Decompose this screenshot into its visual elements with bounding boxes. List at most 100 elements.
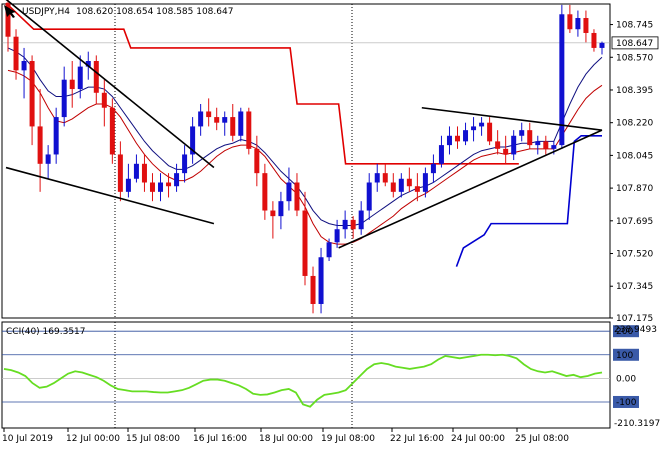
time-axis: 10 Jul 2019 12 Jul 00:00 15 Jul 08:00 16 Ju… bbox=[2, 428, 569, 444]
price-tick-label: 107.870 bbox=[616, 184, 653, 194]
cci-frame bbox=[1, 321, 611, 429]
time-tick-label: 12 Jul 00:00 bbox=[66, 434, 120, 444]
candle-bear bbox=[166, 182, 172, 187]
scroll-arrow-icon[interactable] bbox=[4, 5, 16, 18]
candle-bear bbox=[302, 210, 308, 276]
cci-panel[interactable]: 200 100 0.00 -100 238.9493 -210.3197 bbox=[1, 321, 660, 429]
candle-bear bbox=[246, 111, 252, 149]
candle-bear bbox=[270, 210, 276, 217]
candle-bull bbox=[238, 111, 244, 136]
price-frame bbox=[1, 3, 611, 319]
candle-bear bbox=[527, 130, 533, 146]
time-tick-label: 18 Jul 00:00 bbox=[259, 434, 313, 444]
candle-bull bbox=[358, 210, 364, 230]
candle-bear bbox=[583, 18, 589, 33]
candle-bear bbox=[495, 141, 501, 149]
candle-bull bbox=[326, 242, 332, 258]
symbol-label: USDJPY,H4 bbox=[22, 7, 70, 17]
price-tick-label: 108.395 bbox=[616, 86, 653, 96]
ohlc-label: 108.620 108.654 108.585 108.647 bbox=[76, 7, 233, 17]
cci-level-label: 100 bbox=[616, 351, 633, 361]
candle-bear bbox=[310, 275, 316, 304]
time-tick-label: 22 Jul 16:00 bbox=[390, 434, 444, 444]
price-tick-label: 108.045 bbox=[616, 151, 653, 161]
trendline bbox=[5, 166, 215, 225]
candle-bear bbox=[141, 163, 147, 183]
price-tick-label: 108.220 bbox=[616, 119, 653, 129]
time-tick-label: 19 Jul 08:00 bbox=[321, 434, 375, 444]
candle-bear bbox=[29, 61, 35, 127]
trendline bbox=[5, 0, 215, 169]
price-tick-label: 107.175 bbox=[616, 314, 653, 324]
cci-line bbox=[3, 353, 603, 408]
current-price-label: 108.647 bbox=[616, 39, 653, 49]
candle-bull bbox=[479, 122, 485, 127]
price-panel[interactable] bbox=[1, 0, 611, 319]
candle-bull bbox=[182, 154, 188, 174]
candle-bear bbox=[390, 182, 396, 192]
candle-bear bbox=[69, 79, 75, 90]
candle-bear bbox=[109, 107, 115, 155]
cci-level-label: 200 bbox=[616, 327, 633, 337]
price-tick-label: 107.345 bbox=[616, 282, 653, 292]
trendline bbox=[338, 129, 603, 249]
price-axis[interactable]: 108.745 108.570 108.395 108.220 108.045 107.8… bbox=[610, 21, 659, 324]
cci-level-badge bbox=[613, 325, 639, 338]
time-tick-label: 15 Jul 08:00 bbox=[126, 434, 180, 444]
time-tick-label: 25 Jul 08:00 bbox=[515, 434, 569, 444]
candle-bear bbox=[149, 182, 155, 192]
candle-bull bbox=[599, 42, 605, 48]
time-tick-label: 10 Jul 2019 bbox=[2, 434, 53, 444]
candle-bull bbox=[21, 61, 27, 71]
candle-bull bbox=[438, 145, 444, 164]
candle-bull bbox=[190, 126, 196, 155]
candle-bull bbox=[158, 182, 164, 192]
candle-bear bbox=[543, 141, 549, 149]
price-tick-label: 108.570 bbox=[616, 53, 653, 63]
candle-bear bbox=[455, 135, 461, 142]
channel-lower-line bbox=[455, 134, 602, 267]
candle-bull bbox=[398, 178, 404, 192]
candle-bull bbox=[125, 178, 131, 192]
time-tick-label: 24 Jul 00:00 bbox=[451, 434, 505, 444]
candle-bull bbox=[519, 130, 525, 136]
cci-level-badge bbox=[613, 395, 639, 408]
candle-bull bbox=[222, 117, 228, 123]
arrow-shape bbox=[4, 5, 16, 18]
candle-bull bbox=[551, 145, 557, 149]
candle-bull bbox=[198, 111, 204, 127]
candle-bear bbox=[382, 173, 388, 183]
candle-bull bbox=[342, 219, 348, 230]
candle-bull bbox=[61, 79, 67, 118]
candle-bull bbox=[575, 18, 581, 30]
candle-bear bbox=[567, 14, 573, 30]
candle-bear bbox=[262, 173, 268, 211]
candle-bull bbox=[174, 173, 180, 187]
candle-bear bbox=[230, 117, 236, 136]
candle-bull bbox=[422, 173, 428, 192]
candle-bull bbox=[77, 66, 83, 90]
candle-bear bbox=[414, 186, 420, 192]
price-tick-label: 107.695 bbox=[616, 217, 653, 227]
candle-bull bbox=[85, 61, 91, 67]
candle-bear bbox=[591, 32, 597, 48]
candle-bear bbox=[13, 36, 19, 71]
candle-bull bbox=[463, 130, 469, 142]
candle-bull bbox=[559, 14, 565, 146]
trendline bbox=[421, 106, 603, 131]
candle-bull bbox=[53, 117, 59, 155]
price-tick-label: 108.745 bbox=[616, 21, 653, 31]
time-tick-label: 16 Jul 16:00 bbox=[193, 434, 247, 444]
candle-bull bbox=[286, 182, 292, 202]
candle-bear bbox=[37, 126, 43, 164]
current-price-tag bbox=[611, 36, 659, 50]
candle-bear bbox=[206, 111, 212, 118]
candle-bear bbox=[117, 154, 123, 192]
candle-bear bbox=[350, 219, 356, 230]
candle-bull bbox=[278, 201, 284, 217]
candle-bear bbox=[294, 182, 300, 211]
cci-label: CCI(40) 169.3517 bbox=[6, 327, 86, 337]
cci-level-label: -100 bbox=[616, 398, 637, 408]
